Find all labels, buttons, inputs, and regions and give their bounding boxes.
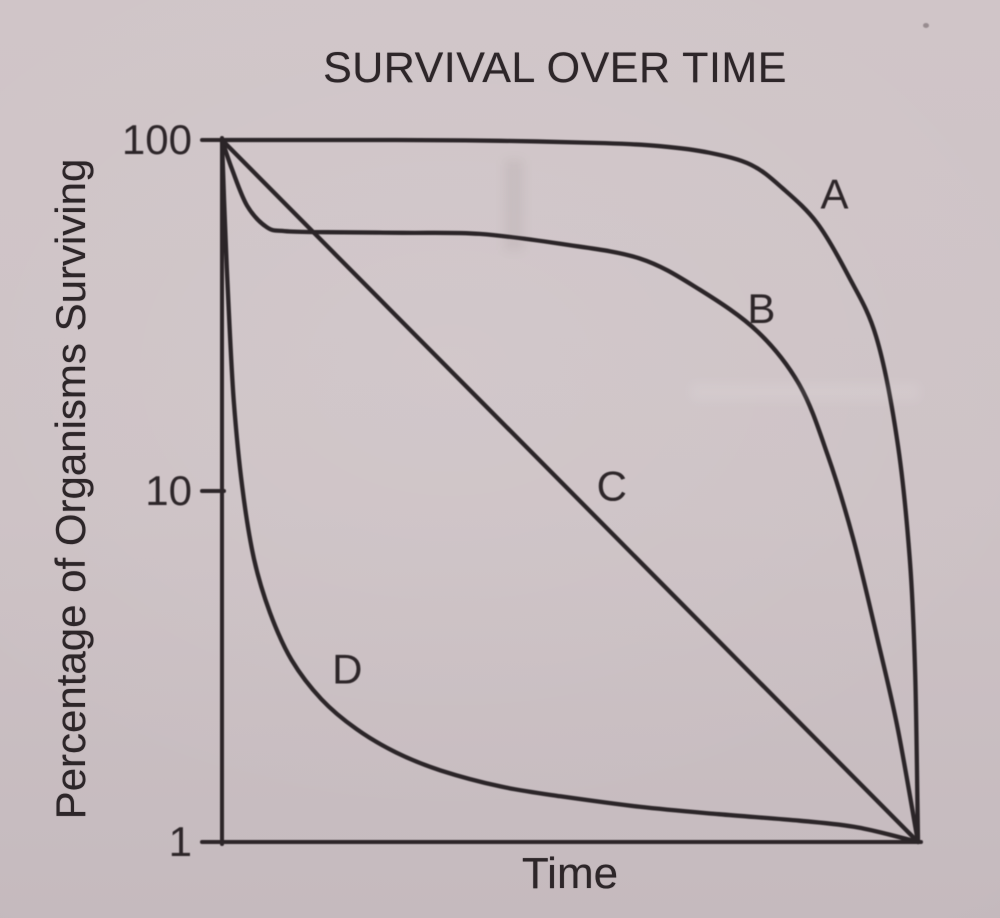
paper-smudge (690, 383, 920, 401)
x-axis-title: Time (521, 849, 619, 898)
y-tick-label-1: 1 (169, 818, 192, 865)
curve-B (219, 137, 921, 845)
curve-C (219, 137, 921, 845)
y-tick-label-100: 100 (122, 116, 192, 163)
curve-label-A: A (820, 170, 848, 217)
y-tick-label-10: 10 (145, 467, 192, 514)
curve-D (219, 137, 921, 845)
paper-speck (923, 23, 929, 28)
curve-label-C: C (597, 463, 627, 510)
curve-A (219, 137, 921, 845)
curve-label-B: B (747, 285, 775, 332)
curve-label-D: D (332, 646, 362, 693)
chart-title: SURVIVAL OVER TIME (323, 44, 787, 92)
paper-smudge (505, 160, 523, 250)
